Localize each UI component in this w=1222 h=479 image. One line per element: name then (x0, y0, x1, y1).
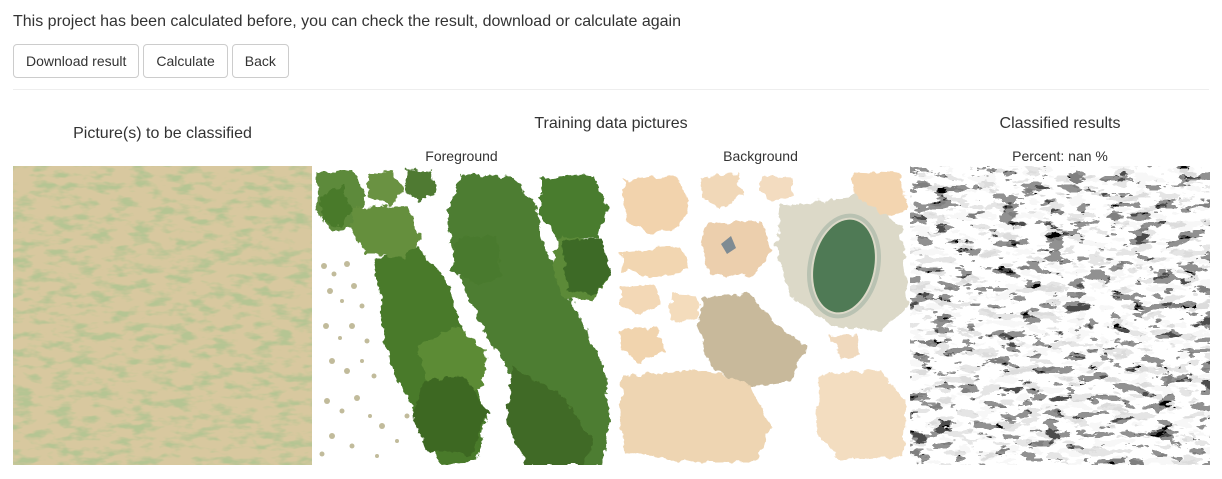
classified-result-image (910, 166, 1210, 465)
background-training-image (611, 166, 910, 465)
training-pictures-title: Training data pictures (534, 115, 688, 132)
classified-result-picture (910, 166, 1210, 465)
percent-label: Percent: nan % (1012, 148, 1108, 164)
foreground-training-picture (312, 166, 611, 465)
background-label: Background (723, 148, 798, 164)
classified-results-title: Classified results (999, 115, 1121, 132)
foreground-label: Foreground (425, 148, 498, 164)
foreground-training-image (312, 166, 611, 465)
input-picture-image (13, 166, 312, 465)
back-button[interactable]: Back (231, 44, 289, 78)
toolbar: Download result Calculate Back (13, 44, 289, 78)
download-result-button[interactable]: Download result (13, 44, 140, 78)
background-training-picture (611, 166, 910, 465)
calculate-button[interactable]: Calculate (143, 44, 228, 78)
status-message: This project has been calculated before,… (13, 13, 681, 30)
input-picture (13, 166, 312, 465)
divider (13, 89, 1209, 90)
input-pictures-title: Picture(s) to be classified (73, 125, 252, 142)
